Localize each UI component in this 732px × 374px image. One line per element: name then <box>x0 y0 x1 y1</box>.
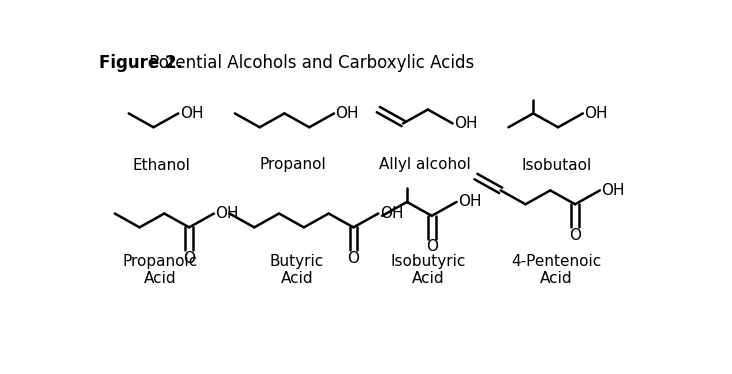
Text: Isobutyric
Acid: Isobutyric Acid <box>391 254 466 286</box>
Text: Propanoic
Acid: Propanoic Acid <box>122 254 198 286</box>
Text: Ethanol: Ethanol <box>132 157 190 172</box>
Text: OH: OH <box>336 106 359 121</box>
Text: Potential Alcohols and Carboxylic Acids: Potential Alcohols and Carboxylic Acids <box>144 54 474 72</box>
Text: Isobutaol: Isobutaol <box>521 157 591 172</box>
Text: OH: OH <box>180 106 203 121</box>
Text: Butyric
Acid: Butyric Acid <box>270 254 324 286</box>
Text: 4-Pentenoic
Acid: 4-Pentenoic Acid <box>512 254 602 286</box>
Text: OH: OH <box>458 194 482 209</box>
Text: OH: OH <box>584 106 608 121</box>
Text: O: O <box>348 251 359 266</box>
Text: Figure 2.: Figure 2. <box>100 54 183 72</box>
Text: O: O <box>569 227 581 243</box>
Text: O: O <box>426 239 438 254</box>
Text: OH: OH <box>215 206 239 221</box>
Text: O: O <box>183 251 195 266</box>
Text: Propanol: Propanol <box>260 157 326 172</box>
Text: OH: OH <box>454 116 478 131</box>
Text: OH: OH <box>380 206 403 221</box>
Text: OH: OH <box>602 183 625 198</box>
Text: Allyl alcohol: Allyl alcohol <box>379 157 471 172</box>
